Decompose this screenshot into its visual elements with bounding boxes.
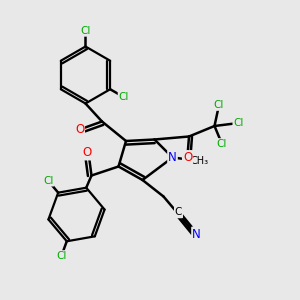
Text: O: O [183,151,192,164]
Text: N: N [192,227,201,241]
Text: O: O [75,122,84,136]
Text: Cl: Cl [233,118,244,128]
Text: Cl: Cl [43,176,53,186]
Text: Cl: Cl [80,26,91,36]
Text: CH₃: CH₃ [190,155,208,166]
Text: Cl: Cl [214,100,224,110]
Text: Cl: Cl [56,251,67,261]
Text: Cl: Cl [217,139,227,149]
Text: O: O [82,146,91,160]
Text: N: N [168,151,177,164]
Text: Cl: Cl [118,92,129,102]
Text: C: C [175,207,182,218]
